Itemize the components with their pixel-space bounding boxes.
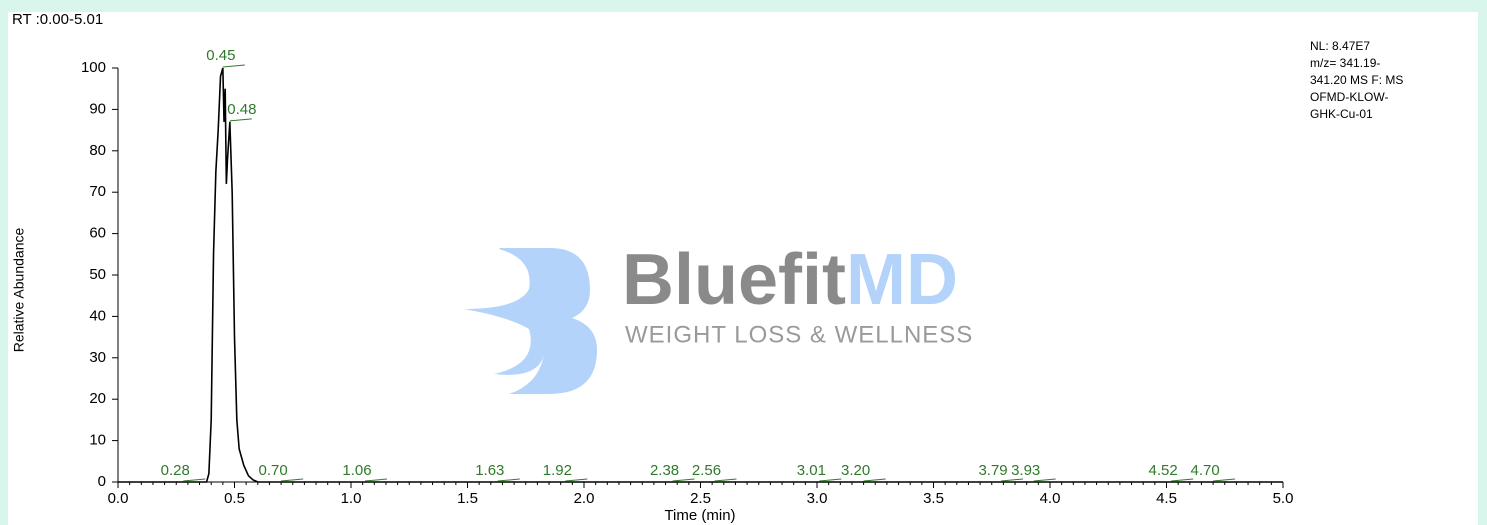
y-tick-label: 50 (89, 266, 106, 283)
peak-label: 3.20 (841, 462, 870, 479)
peak-label: 3.93 (1011, 462, 1040, 479)
x-tick-label: 4.0 (1040, 490, 1061, 507)
peak-marker (1001, 478, 1024, 482)
peak-label: 0.45 (206, 47, 235, 64)
peak-label: 0.70 (258, 462, 287, 479)
y-tick-label: 40 (89, 307, 106, 324)
watermark-brand-a: Bluefit (622, 240, 846, 320)
peak-marker (229, 118, 252, 122)
peak-marker (672, 478, 695, 482)
peak-marker (497, 478, 520, 482)
watermark-brand: BluefitMD (622, 240, 958, 320)
peak-marker (1033, 478, 1056, 482)
y-tick-label: 100 (81, 59, 106, 76)
peak-label: 1.92 (543, 462, 572, 479)
x-tick-label: 3.5 (923, 490, 944, 507)
y-tick-label: 80 (89, 142, 106, 159)
panel (8, 12, 1478, 525)
peak-marker (364, 478, 388, 482)
y-tick-label: 10 (89, 432, 106, 449)
y-tick-label: 60 (89, 225, 106, 242)
x-tick-label: 3.0 (807, 490, 828, 507)
x-tick-label: 2.0 (574, 490, 595, 507)
peak-label: 4.52 (1149, 462, 1178, 479)
info-line: NL: 8.47E7 (1310, 39, 1370, 53)
watermark-tagline: WEIGHT LOSS & WELLNESS (625, 321, 973, 348)
peak-marker (222, 64, 245, 68)
x-tick-label: 5.0 (1273, 490, 1294, 507)
y-tick-label: 70 (89, 183, 106, 200)
x-tick-label: 1.5 (457, 490, 478, 507)
peak-label: 1.06 (342, 462, 371, 479)
peak-marker (714, 478, 737, 482)
x-tick-label: 0.5 (224, 490, 245, 507)
info-line: 341.20 MS F: MS (1310, 73, 1403, 87)
peak-marker (1171, 478, 1194, 482)
peak-marker (183, 478, 206, 482)
trace (118, 67, 1283, 483)
x-tick-label: 1.0 (341, 490, 362, 507)
y-tick-label: 30 (89, 349, 106, 366)
watermark-brand-b: MD (846, 240, 958, 320)
info-line: OFMD-KLOW- (1310, 90, 1388, 104)
info-line: m/z= 341.19- (1310, 56, 1380, 70)
peak-label: 3.01 (797, 462, 826, 479)
y-tick-label: 90 (89, 100, 106, 117)
header: RT :0.00-5.01 (12, 11, 103, 28)
watermark-logo (464, 248, 597, 394)
peak-marker (819, 478, 842, 482)
peak-label: 2.38 (650, 462, 679, 479)
peak-marker (281, 478, 304, 482)
peak-label: 2.56 (692, 462, 721, 479)
peak-label: 1.63 (475, 462, 504, 479)
x-tick-label: 2.5 (690, 490, 711, 507)
peak-marker (565, 478, 588, 482)
y-tick-label: 20 (89, 390, 106, 407)
x-tick-label: 4.5 (1156, 490, 1177, 507)
x-axis-label: Time (min) (664, 507, 735, 524)
peak-marker (1213, 478, 1236, 482)
info-line: GHK-Cu-01 (1310, 107, 1373, 121)
peak-label: 0.48 (227, 101, 256, 118)
peak-label: 0.28 (161, 462, 190, 479)
peak-marker (863, 478, 886, 482)
peak-label: 3.79 (978, 462, 1007, 479)
x-tick-label: 0.0 (108, 490, 129, 507)
y-axis-label: Relative Abundance (11, 228, 27, 353)
y-tick-label: 0 (98, 473, 106, 490)
peak-label: 4.70 (1190, 462, 1219, 479)
